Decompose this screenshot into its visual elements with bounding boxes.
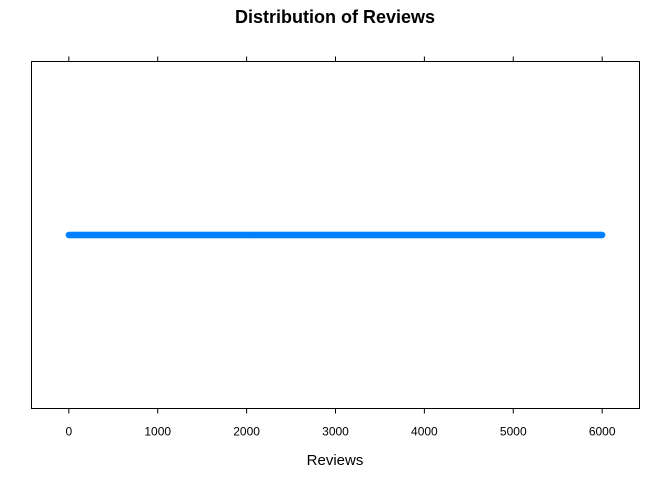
chart-title: Distribution of Reviews [235,7,435,27]
bottom-axis-ticks [68,408,603,414]
x-axis-tick-labels: 0 1000 2000 3000 4000 5000 6000 [65,425,615,439]
x-axis-label: Reviews [307,452,364,469]
x-tick-label: 5000 [500,425,527,439]
x-tick-label: 1000 [144,425,171,439]
x-tick-label: 4000 [411,425,438,439]
top-axis-ticks [68,56,603,62]
x-tick-label: 3000 [322,425,349,439]
data-points [65,231,606,239]
x-tick-label: 6000 [589,425,616,439]
x-tick-label: 2000 [233,425,260,439]
data-point [598,231,606,239]
x-tick-label: 0 [65,425,72,439]
